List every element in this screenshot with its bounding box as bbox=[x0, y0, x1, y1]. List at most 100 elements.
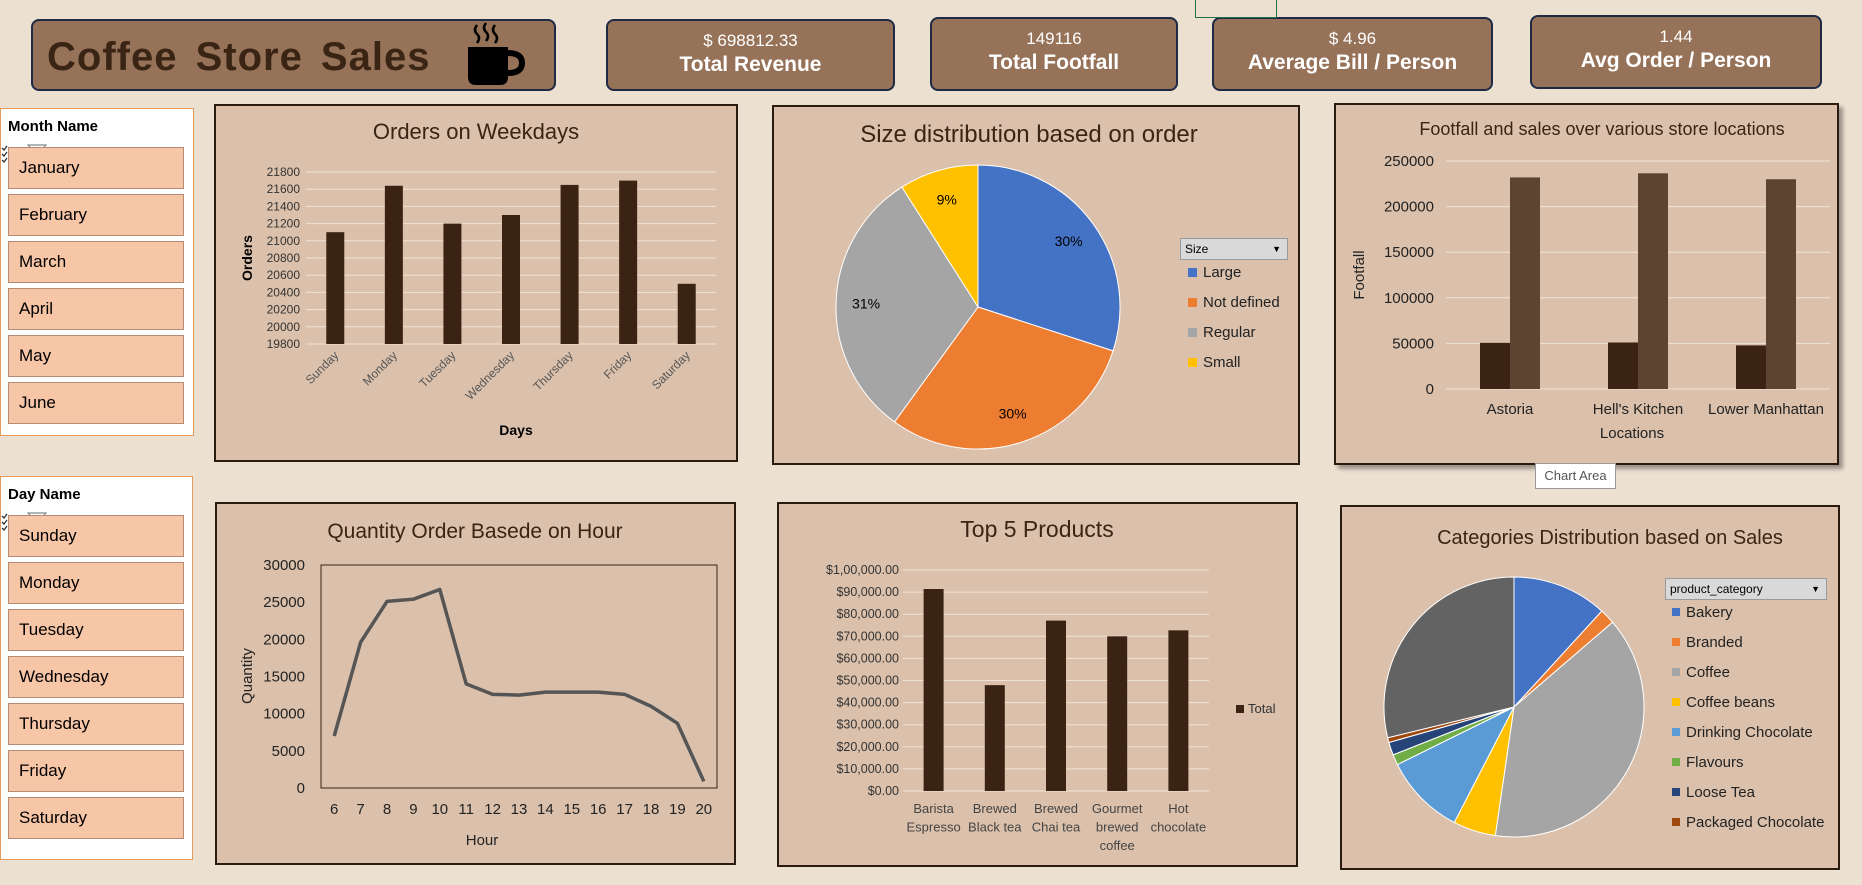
legend-swatch bbox=[1188, 298, 1197, 307]
legend-swatch bbox=[1672, 788, 1680, 796]
y-tick-label: 100000 bbox=[1384, 290, 1434, 307]
orders-weekdays-svg: Orders on Weekdays 19800 20000 20200 20400 20… bbox=[239, 119, 716, 438]
y-tick-label: 20000 bbox=[263, 631, 305, 648]
x-tick-label: 6 bbox=[330, 801, 338, 818]
slicer-item-friday[interactable]: Friday bbox=[8, 750, 184, 792]
y-tick-label: $0.00 bbox=[868, 784, 899, 798]
slicer-item-march[interactable]: March bbox=[8, 241, 184, 283]
legend-swatch bbox=[1188, 268, 1197, 277]
slicer-item-sunday[interactable]: Sunday bbox=[8, 515, 184, 557]
y-tick-label: $10,000.00 bbox=[836, 762, 899, 776]
x-tick-label: Hell's Kitchen bbox=[1593, 401, 1683, 418]
legend-swatch bbox=[1672, 698, 1680, 706]
x-tick-label: 9 bbox=[409, 801, 417, 818]
bar bbox=[923, 589, 944, 791]
y-tick-label: 10000 bbox=[263, 706, 305, 723]
x-axis-label: Locations bbox=[1600, 425, 1664, 442]
chart-title: Categories Distribution based on Sales bbox=[1437, 527, 1783, 549]
slicer-item-thursday[interactable]: Thursday bbox=[8, 703, 184, 745]
y-tick-label: 21400 bbox=[267, 199, 301, 213]
slicer-item-monday[interactable]: Monday bbox=[8, 562, 184, 604]
chart-top-products[interactable]: Top 5 Products $0.00 $10,000.00 $20,000.00 $… bbox=[777, 502, 1298, 867]
legend-label: Total bbox=[1248, 701, 1276, 716]
x-tick-label: brewed bbox=[1096, 820, 1139, 835]
y-axis-label: Quantity bbox=[239, 648, 256, 704]
pie-slice bbox=[901, 164, 979, 309]
bar bbox=[560, 184, 579, 344]
slicer-item-june[interactable]: June bbox=[8, 382, 184, 424]
slicer-item-february[interactable]: February bbox=[8, 194, 184, 236]
x-tick-label: 16 bbox=[590, 801, 607, 818]
legend-label: Flavours bbox=[1686, 754, 1744, 771]
kpi-avg-order: 1.44 Avg Order / Person bbox=[1530, 15, 1822, 89]
x-tick-label: Saturday bbox=[649, 348, 693, 392]
y-tick-label: 21800 bbox=[267, 165, 301, 179]
x-tick-label: 14 bbox=[537, 801, 554, 818]
x-tick-label: 19 bbox=[669, 801, 686, 818]
y-tick-label: 21000 bbox=[267, 234, 301, 248]
legend-label: Packaged Chocolate bbox=[1686, 814, 1824, 831]
bar bbox=[1608, 342, 1638, 389]
legend-swatch bbox=[1672, 608, 1680, 616]
coffee-cup-icon bbox=[468, 22, 526, 85]
legend-swatch bbox=[1236, 705, 1244, 713]
bar bbox=[384, 185, 403, 344]
pie-slice bbox=[893, 306, 1114, 450]
y-tick-label: 20600 bbox=[267, 268, 301, 282]
slicer-item-january[interactable]: January bbox=[8, 147, 184, 189]
kpi-label: Total Footfall bbox=[988, 51, 1120, 74]
slicer-item-wednesday[interactable]: Wednesday bbox=[8, 656, 184, 698]
x-tick-label: Wednesday bbox=[463, 348, 518, 403]
month-slicer: Month Name January February March April … bbox=[0, 108, 194, 436]
data-label: 30% bbox=[999, 406, 1027, 422]
x-tick-label: 7 bbox=[356, 801, 364, 818]
y-tick-label: 200000 bbox=[1384, 199, 1434, 216]
x-tick-label: Lower Manhattan bbox=[1708, 401, 1824, 418]
plot-area-border bbox=[320, 564, 718, 789]
kpi-total-revenue: $ 698812.33 Total Revenue bbox=[606, 19, 895, 91]
top-products-svg: Top 5 Products $0.00 $10,000.00 $20,000.00 $… bbox=[826, 516, 1276, 853]
x-axis-label: Days bbox=[499, 422, 533, 438]
x-tick-label: Espresso bbox=[906, 820, 960, 835]
legend-swatch bbox=[1672, 818, 1680, 826]
pie-slice bbox=[1396, 705, 1516, 824]
legend-label: Large bbox=[1203, 264, 1241, 281]
y-tick-label: $40,000.00 bbox=[836, 696, 899, 710]
slicer-item-tuesday[interactable]: Tuesday bbox=[8, 609, 184, 651]
chart-categories-distribution[interactable]: Categories Distribution based on Sales Ba… bbox=[1340, 505, 1840, 870]
slicer-title: Month Name bbox=[8, 117, 98, 135]
size-filter-dropdown[interactable]: Size ▼ bbox=[1180, 238, 1288, 260]
chart-orders-weekdays[interactable]: Orders on Weekdays 19800 20000 20200 20400 20… bbox=[214, 104, 738, 462]
legend-label: Branded bbox=[1686, 634, 1743, 651]
kpi-value: $ 4.96 bbox=[1328, 29, 1377, 48]
x-tick-label: Tuesday bbox=[416, 348, 458, 390]
bar bbox=[677, 283, 696, 344]
chart-footfall-locations[interactable]: Footfall and sales over various store lo… bbox=[1334, 103, 1839, 465]
chart-quantity-hour[interactable]: Quantity Order Basede on Hour 0 5000 10000 1… bbox=[215, 502, 736, 865]
legend-label: Not defined bbox=[1203, 294, 1280, 311]
category-filter-dropdown[interactable]: product_category ▼ bbox=[1665, 578, 1827, 600]
bar bbox=[1107, 636, 1128, 791]
x-tick-label: 10 bbox=[431, 801, 448, 818]
slicer-item-saturday[interactable]: Saturday bbox=[8, 797, 184, 839]
x-tick-label: 8 bbox=[383, 801, 391, 818]
dashboard-title: Coffee Store Sales bbox=[47, 35, 431, 79]
x-tick-label: Thursday bbox=[530, 348, 575, 393]
y-tick-label: $90,000.00 bbox=[836, 585, 899, 599]
slicer-item-april[interactable]: April bbox=[8, 288, 184, 330]
series-line bbox=[332, 587, 706, 783]
quantity-hour-svg: Quantity Order Basede on Hour 0 5000 10000 1… bbox=[239, 520, 718, 849]
y-tick-label: $60,000.00 bbox=[836, 651, 899, 665]
legend-swatch bbox=[1672, 638, 1680, 646]
x-tick-label: 18 bbox=[643, 801, 660, 818]
legend-label: Loose Tea bbox=[1686, 784, 1756, 801]
kpi-label: Total Revenue bbox=[679, 53, 822, 76]
x-tick-label: Astoria bbox=[1487, 401, 1534, 418]
x-tick-label: Gourmet bbox=[1092, 801, 1143, 816]
chart-size-distribution[interactable]: Size distribution based on order 30% 30% 31… bbox=[772, 105, 1300, 465]
selection-cell-border bbox=[1195, 0, 1277, 18]
x-tick-label: Hot bbox=[1168, 801, 1189, 816]
bar bbox=[619, 180, 638, 344]
slicer-item-may[interactable]: May bbox=[8, 335, 184, 377]
y-tick-label: 5000 bbox=[272, 743, 305, 760]
